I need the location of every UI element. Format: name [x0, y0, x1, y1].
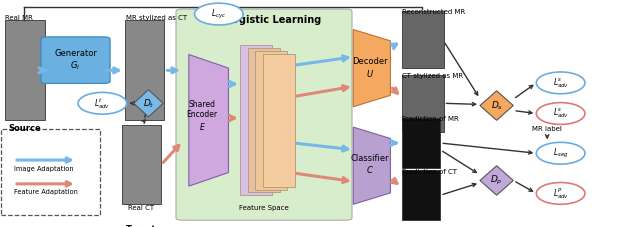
Polygon shape — [480, 166, 513, 195]
Polygon shape — [353, 127, 390, 204]
Text: Real CT: Real CT — [129, 205, 154, 211]
Text: Generator
$G_I$: Generator $G_I$ — [54, 49, 97, 72]
FancyBboxPatch shape — [176, 9, 352, 220]
Polygon shape — [134, 90, 163, 117]
Text: Real MR: Real MR — [5, 15, 33, 21]
Text: CT stylized as MR: CT stylized as MR — [402, 73, 463, 79]
Text: Prediction of MR: Prediction of MR — [402, 116, 459, 122]
Text: Feature Adaptation: Feature Adaptation — [14, 190, 78, 195]
Polygon shape — [189, 54, 228, 186]
Text: MR stylized as CT: MR stylized as CT — [126, 15, 188, 21]
Text: $L_{seg}$: $L_{seg}$ — [553, 147, 568, 160]
Ellipse shape — [536, 72, 585, 94]
Text: Prediction of CT: Prediction of CT — [402, 169, 457, 175]
FancyBboxPatch shape — [402, 170, 440, 220]
Ellipse shape — [536, 142, 585, 164]
Text: $D_t$: $D_t$ — [143, 97, 154, 110]
Text: $L_{cyc}$: $L_{cyc}$ — [211, 7, 227, 21]
Polygon shape — [353, 30, 390, 107]
Text: $L_{adv}^s$: $L_{adv}^s$ — [552, 107, 569, 120]
FancyBboxPatch shape — [1, 129, 100, 215]
FancyBboxPatch shape — [248, 48, 280, 192]
Text: Feature Space: Feature Space — [239, 205, 289, 211]
Text: Shared
Encoder
$E$: Shared Encoder $E$ — [187, 100, 218, 132]
Text: MR label: MR label — [532, 126, 562, 132]
Text: $D_s$: $D_s$ — [491, 99, 502, 112]
Text: $L_{adv}^p$: $L_{adv}^p$ — [552, 186, 569, 201]
Ellipse shape — [195, 3, 243, 25]
Text: Source: Source — [8, 124, 41, 133]
Ellipse shape — [536, 183, 585, 204]
Text: Decoder
$U$: Decoder $U$ — [352, 57, 388, 79]
Ellipse shape — [78, 92, 127, 114]
FancyBboxPatch shape — [255, 51, 287, 190]
FancyBboxPatch shape — [402, 75, 444, 132]
FancyBboxPatch shape — [5, 20, 45, 120]
FancyBboxPatch shape — [263, 54, 295, 187]
Text: Classifier
$C$: Classifier $C$ — [351, 154, 389, 175]
Text: Reconstructed MR: Reconstructed MR — [402, 9, 465, 15]
Text: Synergistic Learning: Synergistic Learning — [207, 15, 321, 25]
FancyBboxPatch shape — [125, 20, 164, 120]
Ellipse shape — [536, 103, 585, 124]
Text: $L_{adv}^s$: $L_{adv}^s$ — [552, 76, 569, 90]
FancyBboxPatch shape — [122, 125, 161, 204]
FancyBboxPatch shape — [240, 45, 272, 195]
FancyBboxPatch shape — [41, 37, 110, 84]
Text: Target: Target — [126, 225, 157, 227]
FancyBboxPatch shape — [402, 11, 444, 68]
Text: Image Adaptation: Image Adaptation — [14, 166, 74, 172]
Text: $L_{adv}^t$: $L_{adv}^t$ — [94, 96, 111, 111]
Polygon shape — [480, 91, 513, 120]
FancyBboxPatch shape — [402, 118, 440, 168]
Text: $D_p$: $D_p$ — [490, 174, 503, 187]
